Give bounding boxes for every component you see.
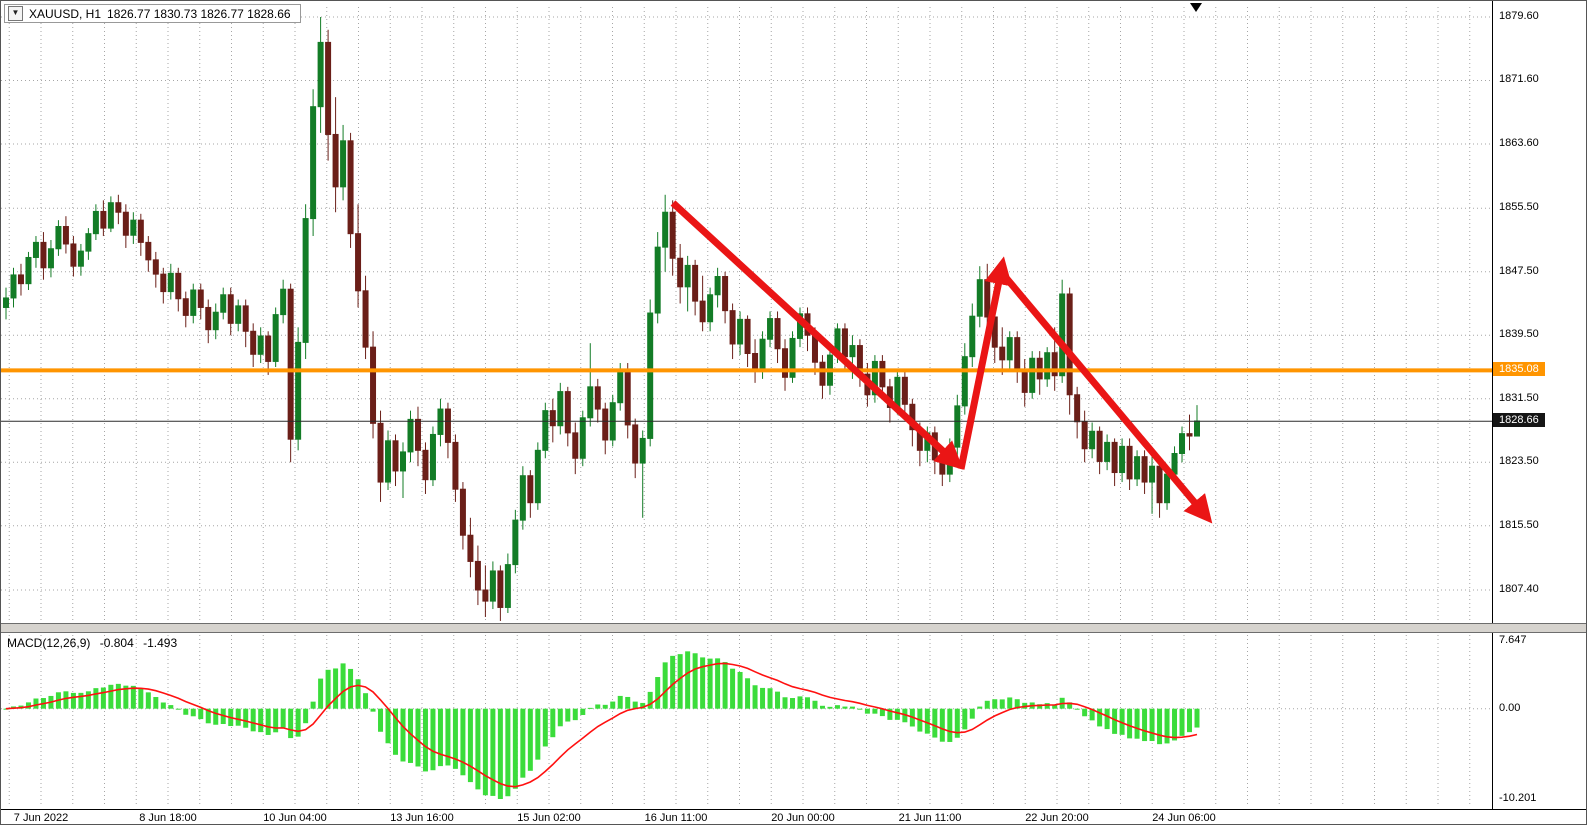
symbol-period-label: XAUUSD, H1	[29, 6, 102, 21]
macd-scale-label: 7.647	[1499, 634, 1527, 646]
chart-title: ▼ XAUUSD, H1 1826.77 1830.73 1826.77 182…	[4, 4, 301, 23]
time-tick-label: 15 Jun 02:00	[517, 812, 581, 824]
price-tick-label: 1815.50	[1499, 518, 1539, 531]
indicator-name-label: MACD(12,26,9)	[7, 636, 91, 650]
trend-arrow[interactable]	[957, 256, 1013, 470]
grid-lines	[1, 7, 1492, 807]
trend-arrows[interactable]	[670, 200, 1213, 524]
price-axis[interactable]: 1879.60 1871.60 1863.60 1855.50 1847.50 1839.…	[1492, 1, 1586, 809]
macd-scale-label: -10.201	[1499, 792, 1537, 804]
time-tick-label: 21 Jun 11:00	[898, 812, 962, 824]
time-tick-label: 20 Jun 00:00	[771, 812, 835, 824]
candlesticks	[3, 17, 1200, 621]
bid-price-badge: 1828.66	[1493, 413, 1545, 428]
chart-canvas[interactable]	[1, 1, 1492, 809]
chart-shift-marker[interactable]	[1190, 3, 1202, 12]
price-tick-label: 1863.60	[1499, 136, 1539, 149]
indicator-signal-value: -1.493	[143, 636, 178, 650]
macd-signal-line	[5, 662, 1198, 788]
hline-price-badge: 1835.08	[1493, 362, 1545, 377]
price-tick-label: 1871.60	[1499, 73, 1539, 86]
price-tick-label: 1823.50	[1499, 455, 1539, 468]
time-tick-label: 10 Jun 04:00	[263, 812, 327, 824]
macd-scale-label: 0.00	[1499, 701, 1521, 714]
time-tick-label: 24 Jun 06:00	[1152, 812, 1216, 824]
symbol-dropdown-icon[interactable]: ▼	[8, 6, 23, 21]
indicator-main-value: -0.804	[99, 636, 134, 650]
trend-arrow[interactable]	[670, 200, 964, 470]
price-tick-label: 1831.50	[1499, 391, 1539, 404]
indicator-label: MACD(12,26,9) -0.804 -1.493	[7, 636, 183, 650]
time-tick-label: 13 Jun 16:00	[390, 812, 454, 824]
price-tick-label: 1855.50	[1499, 201, 1539, 214]
time-axis[interactable]: 7 Jun 2022 8 Jun 18:00 10 Jun 04:00 13 Jun …	[1, 809, 1586, 824]
time-tick-label: 16 Jun 11:00	[644, 812, 708, 824]
price-tick-label: 1807.40	[1499, 583, 1539, 595]
ohlc-values-label: 1826.77 1830.73 1826.77 1828.66	[107, 6, 291, 21]
time-tick-label: 8 Jun 18:00	[139, 812, 197, 824]
price-tick-label: 1879.60	[1499, 10, 1539, 22]
trend-arrow[interactable]	[999, 270, 1213, 524]
pane-separator[interactable]	[1, 623, 1586, 633]
macd-histogram	[3, 651, 1200, 799]
time-tick-label: 22 Jun 20:00	[1025, 812, 1089, 824]
price-tick-label: 1839.50	[1499, 328, 1539, 341]
time-tick-label: 7 Jun 2022	[13, 812, 69, 824]
price-tick-label: 1847.50	[1499, 264, 1539, 277]
